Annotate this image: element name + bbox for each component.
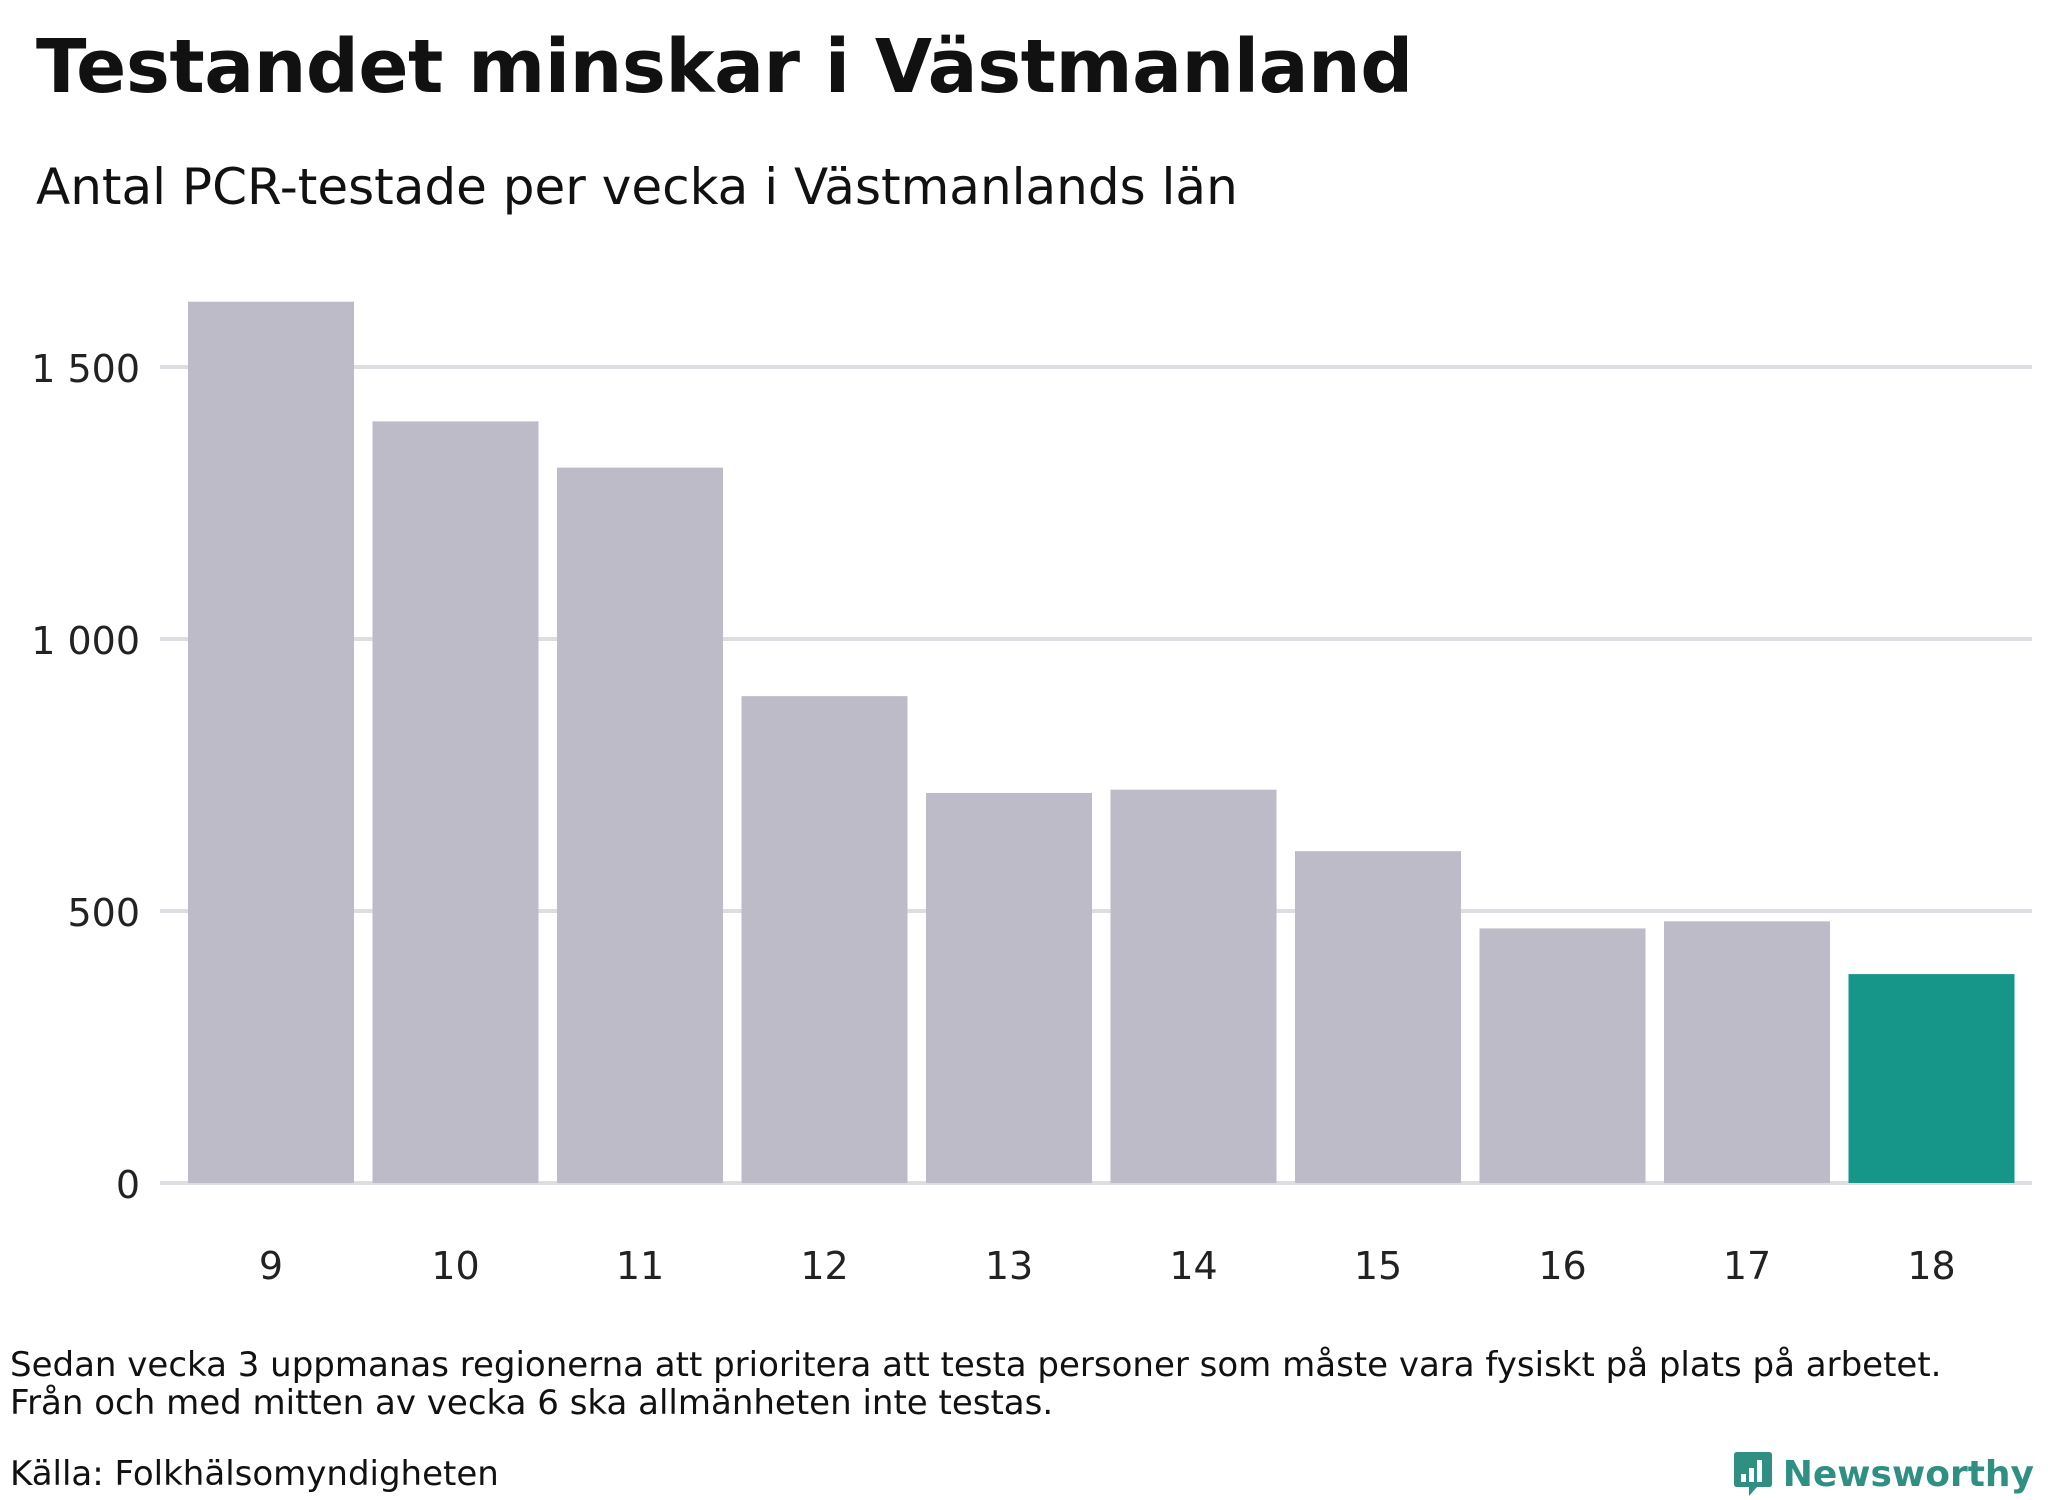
x-tick-label: 10: [431, 1244, 479, 1288]
brand-logo: Newsworthy: [1733, 1448, 2034, 1500]
bar-week-14: [1110, 789, 1277, 1183]
chart-title: Testandet minskar i Västmanland: [36, 24, 1413, 110]
footnote-line: Sedan vecka 3 uppmanas regionerna att pr…: [10, 1345, 1942, 1385]
y-tick-label: 0: [116, 1163, 140, 1207]
y-tick-label: 1 500: [31, 347, 140, 391]
y-axis-ticks: 0 500 1 000 1 500: [31, 347, 140, 1207]
bar-week-18: [1848, 974, 2015, 1183]
x-tick-label: 11: [616, 1244, 664, 1288]
x-tick-label: 14: [1169, 1244, 1217, 1288]
y-tick-label: 500: [67, 891, 140, 935]
source-credit: Källa: Folkhälsomyndigheten: [10, 1454, 499, 1494]
bar-chart: 0 500 1 000 1 500 9 10 11 12 13 14 15 16 17 18: [31, 301, 2032, 1288]
bar-week-17: [1664, 921, 1830, 1183]
x-tick-label: 18: [1907, 1244, 1955, 1288]
bar-week-12: [741, 696, 908, 1183]
bar-week-11: [557, 467, 723, 1183]
x-tick-label: 9: [259, 1244, 283, 1288]
bar-week-9: [188, 301, 354, 1184]
footnote: Sedan vecka 3 uppmanas regionerna att pr…: [10, 1346, 1941, 1422]
bar-week-16: [1479, 928, 1646, 1183]
chart-subtitle: Antal PCR-testade per vecka i Västmanlan…: [36, 158, 1238, 216]
bar-week-15: [1295, 851, 1461, 1183]
x-tick-label: 15: [1354, 1244, 1402, 1288]
x-axis-ticks: 9 10 11 12 13 14 15 16 17 18: [259, 1244, 1956, 1288]
x-tick-label: 13: [985, 1244, 1033, 1288]
footnote-line: Från och med mitten av vecka 6 ska allmä…: [10, 1383, 1054, 1423]
newsworthy-logo-icon: [1733, 1452, 1772, 1496]
bar-week-13: [926, 792, 1092, 1183]
x-tick-label: 16: [1538, 1244, 1586, 1288]
x-tick-label: 17: [1723, 1244, 1771, 1288]
x-tick-label: 12: [800, 1244, 848, 1288]
bar-week-10: [372, 421, 539, 1183]
brand-name: Newsworthy: [1782, 1453, 2034, 1495]
y-tick-label: 1 000: [31, 619, 140, 663]
bars: [188, 301, 2015, 1184]
